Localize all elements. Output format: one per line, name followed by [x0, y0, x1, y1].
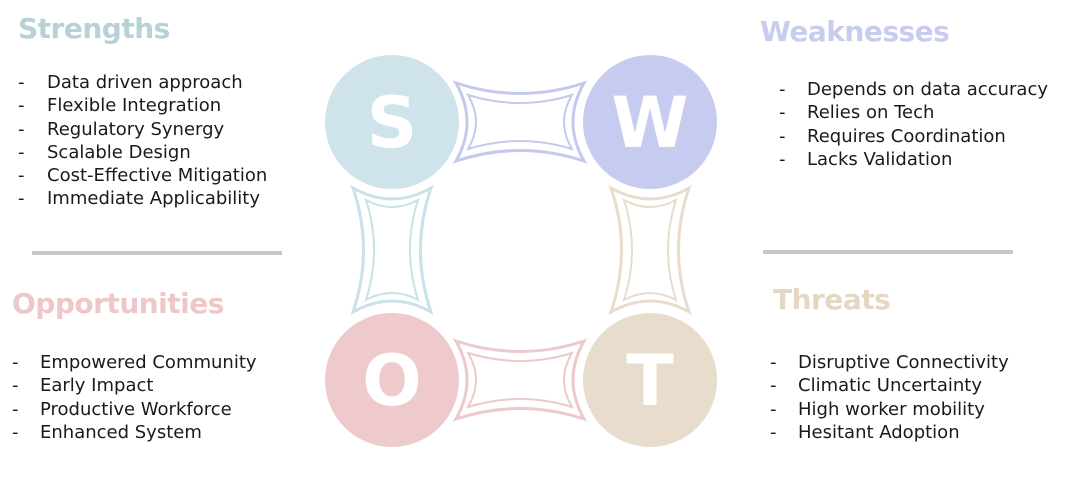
list-item: - Immediate Applicability — [18, 188, 260, 210]
right-divider — [763, 250, 1013, 254]
list-item: - Depends on data accuracy — [779, 79, 1048, 100]
list-item: - Relies on Tech — [779, 102, 935, 124]
top-connector — [452, 80, 588, 164]
list-item: - Enhanced System — [12, 421, 202, 443]
list-item: - Scalable Design — [18, 141, 191, 163]
t-circle: T — [583, 313, 717, 447]
s-letter: S — [367, 82, 417, 164]
threats-title: Threats — [773, 283, 891, 316]
list-item: - High worker mobility — [770, 398, 985, 420]
list-item: - Productive Workforce — [12, 398, 232, 420]
list-item: - Lacks Validation — [779, 148, 953, 170]
bottom-connector — [452, 338, 588, 422]
threats-list: - Disruptive Connectivity - Climatic Uncer… — [770, 351, 1009, 444]
weaknesses-list: - Depends on data accuracy - Relies on Tec… — [779, 78, 1048, 171]
weaknesses-title: Weaknesses — [760, 15, 950, 48]
right-connector — [608, 184, 692, 316]
list-item: - Empowered Community — [12, 352, 257, 373]
list-item: - Climatic Uncertainty — [770, 375, 982, 397]
list-item: - Hesitant Adoption — [770, 421, 960, 443]
w-letter: W — [611, 82, 688, 164]
opportunities-list: - Empowered Community - Early Impact - Prod… — [12, 351, 257, 444]
o-letter: O — [362, 340, 422, 422]
o-circle: O — [325, 313, 459, 447]
opportunities-title: Opportunities — [12, 287, 224, 320]
s-circle: S — [325, 55, 459, 189]
strengths-list: - Data driven approach - Flexible Integrat… — [18, 71, 267, 211]
list-item: - Requires Coordination — [779, 125, 1006, 147]
list-item: - Early Impact — [12, 375, 154, 397]
list-item: - Cost-Effective Mitigation — [18, 165, 268, 187]
left-divider — [32, 251, 282, 255]
t-letter: T — [626, 340, 674, 422]
list-item: - Regulatory Synergy — [18, 118, 225, 140]
list-item: - Disruptive Connectivity — [770, 352, 1009, 373]
w-circle: W — [583, 55, 717, 189]
list-item: - Data driven approach — [18, 72, 243, 93]
list-item: - Flexible Integration — [18, 95, 222, 117]
left-connector — [350, 184, 434, 316]
strengths-title: Strengths — [18, 12, 170, 45]
